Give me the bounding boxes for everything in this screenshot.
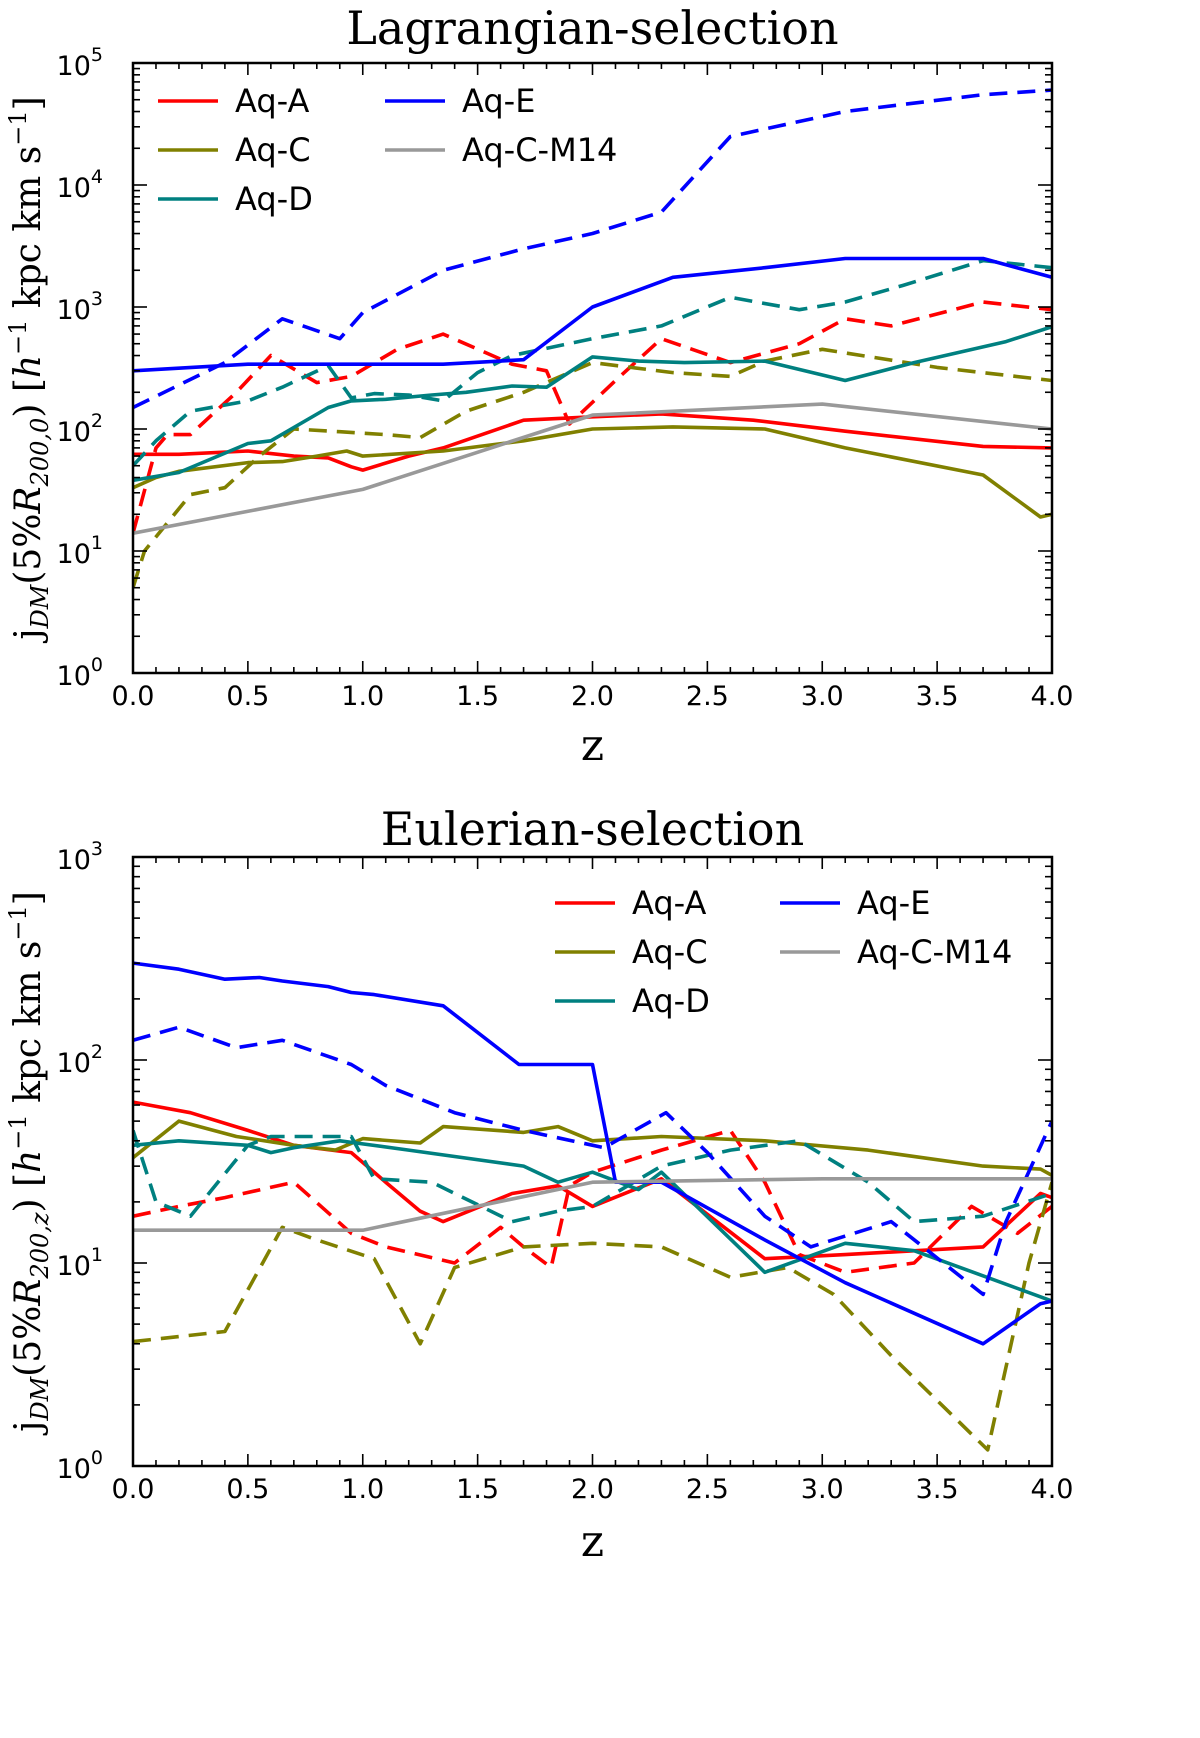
- x-tick-label: 3.5: [916, 1474, 959, 1505]
- y-axis-label: jDM(5%R200,0) [h−1 kpc km s−1]: [4, 96, 54, 643]
- x-axis-label: z: [581, 1516, 604, 1567]
- x-tick-label: 3.0: [801, 1474, 844, 1505]
- legend-label-aq-d: Aq-D: [632, 982, 710, 1020]
- x-tick-label: 4.0: [1031, 681, 1074, 712]
- series-line-aq-c-dashed: [133, 347, 1052, 589]
- series-line-aq-c-solid: [133, 425, 1052, 519]
- legend-label-aq-c-m14: Aq-C-M14: [857, 933, 1012, 971]
- y-tick-label: 105: [57, 44, 103, 82]
- y-axis-label: jDM(5%R200,z) [h−1 kpc km s−1]: [4, 891, 54, 1436]
- x-tick-label: 1.5: [456, 681, 499, 712]
- legend: Aq-A Aq-C Aq-D Aq-E Aq-C-M14: [555, 884, 1012, 1020]
- series-line-aq-d-solid: [133, 324, 1052, 483]
- x-tick-label: 1.0: [341, 681, 384, 712]
- series-line-aq-e-dashed: [133, 88, 1052, 410]
- x-tick-label: 2.0: [571, 681, 614, 712]
- series-group: [133, 961, 1052, 1452]
- x-tick-label: 3.5: [916, 681, 959, 712]
- x-tick-label: 0.0: [112, 681, 155, 712]
- series-line-aq-d-dashed: [133, 258, 1052, 467]
- x-tick-label: 4.0: [1031, 1474, 1074, 1505]
- series-line-aq-e-solid: [133, 256, 1052, 373]
- series-line-aq-a-dashed: [133, 1128, 1052, 1275]
- series-line-aq-d-solid: [133, 1139, 1052, 1303]
- x-axis-label: z: [581, 720, 604, 771]
- y-tick-label: 103: [57, 288, 103, 326]
- legend-label-aq-e: Aq-E: [462, 82, 535, 120]
- legend-label-aq-a: Aq-A: [235, 82, 309, 120]
- y-tick-label: 101: [57, 1244, 103, 1282]
- legend-label-aq-a: Aq-A: [632, 884, 706, 922]
- chart-title: Lagrangian-selection: [346, 1, 838, 55]
- x-tick-label: 2.5: [686, 1474, 729, 1505]
- lagrangian-panel: Lagrangian-selection 0.0 0.5 1.0 1.5 2.0 2.5 3.…: [4, 1, 1073, 771]
- legend-label-aq-c-m14: Aq-C-M14: [462, 131, 617, 169]
- x-tick-label: 3.0: [801, 681, 844, 712]
- series-line-aq-c-dashed: [133, 1181, 1052, 1452]
- legend-label-aq-c: Aq-C: [235, 131, 311, 169]
- series-line-aq-d-dashed: [133, 1129, 1052, 1224]
- y-tick-label: 102: [57, 1041, 103, 1079]
- legend-label-aq-d: Aq-D: [235, 180, 313, 218]
- x-tick-label: 1.0: [341, 1474, 384, 1505]
- x-tick-label: 0.5: [226, 681, 269, 712]
- series-line-aq-a-dashed: [133, 300, 1052, 534]
- y-tick-label: 103: [57, 838, 103, 876]
- chart-title: Eulerian-selection: [381, 802, 804, 856]
- x-tick-label: 1.5: [456, 1474, 499, 1505]
- x-tick-label: 2.5: [686, 681, 729, 712]
- series-line-aq-c-solid: [133, 1119, 1052, 1177]
- y-tick-label: 100: [57, 1447, 103, 1485]
- series-line-aq-c-m14-solid: [133, 402, 1052, 535]
- y-tick-label: 104: [57, 166, 103, 204]
- x-tick-label: 0.5: [226, 1474, 269, 1505]
- series-line-aq-e-solid: [133, 961, 1052, 1346]
- series-line-aq-c-m14-solid: [133, 1177, 1052, 1232]
- x-tick-label: 2.0: [571, 1474, 614, 1505]
- series-group: [133, 88, 1052, 589]
- y-tick-label: 101: [57, 532, 103, 570]
- x-tick-label: 0.0: [112, 1474, 155, 1505]
- legend-label-aq-e: Aq-E: [857, 884, 930, 922]
- y-tick-label: 100: [57, 654, 103, 692]
- series-line-aq-a-solid: [133, 1100, 1052, 1261]
- legend: Aq-A Aq-C Aq-D Aq-E Aq-C-M14: [158, 82, 617, 218]
- eulerian-panel: Eulerian-selection 0.0 0.5 1.0 1.5 2.0 2.5 3.0 3…: [4, 802, 1073, 1567]
- legend-label-aq-c: Aq-C: [632, 933, 708, 971]
- y-tick-label: 102: [57, 410, 103, 448]
